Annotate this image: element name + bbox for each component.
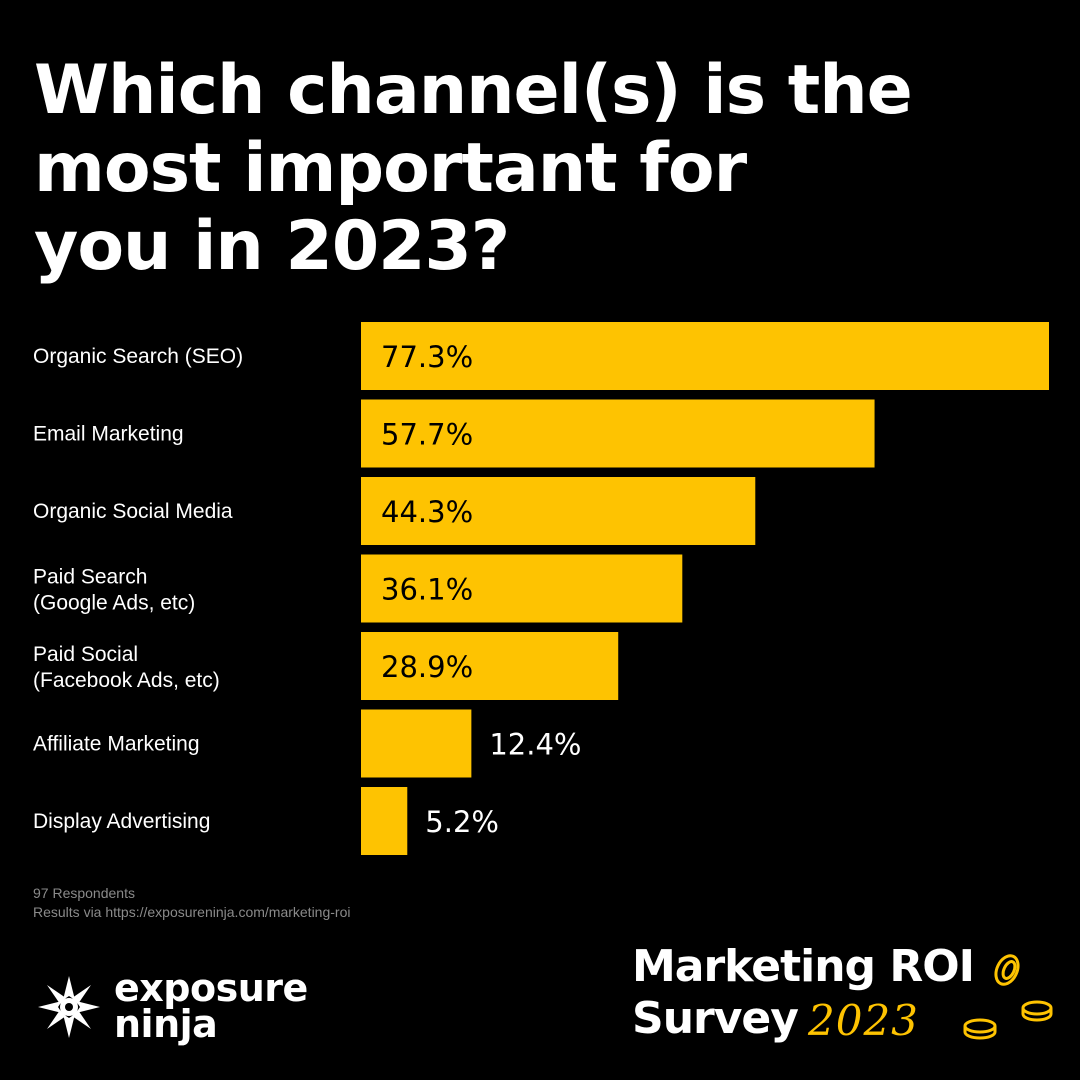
source-note: Results via https://exposureninja.com/ma… <box>33 904 351 920</box>
chart-title: Which channel(s) is the most important f… <box>34 52 934 286</box>
bar-3 <box>361 554 683 623</box>
respondents-count: 97 Respondents <box>33 885 135 901</box>
bar-chart: Organic Search (SEO) 77.3% Email Marketing… <box>33 322 1049 855</box>
bar-1 <box>361 399 875 468</box>
bar-6 <box>361 787 408 855</box>
value-label-4: 28.9% <box>381 650 473 684</box>
value-label-3: 36.1% <box>381 573 473 607</box>
survey-subtitle: Survey <box>632 993 799 1044</box>
bar-4 <box>361 632 619 700</box>
footnote: 97 Respondents Results via https://expos… <box>33 884 350 922</box>
title-line-1: Which channel(s) is the <box>34 51 913 130</box>
title-line-3: you in 2023? <box>34 207 510 286</box>
brand-line-2: ninja <box>114 1002 218 1046</box>
category-label-3: Paid Search (Google Ads, etc) <box>33 566 195 615</box>
survey-title: Marketing ROI <box>632 941 975 992</box>
category-label-0: Organic Search (SEO) <box>33 345 243 368</box>
survey-year: 2023 <box>808 996 919 1045</box>
value-label-5: 12.4% <box>489 728 581 762</box>
category-label-5: Affiliate Marketing <box>33 733 200 756</box>
survey-badge: Marketing ROI Survey 2023 <box>632 940 1072 1060</box>
category-label-6: Display Advertising <box>33 810 210 833</box>
bar-0 <box>361 322 1049 390</box>
category-label-2: Organic Social Media <box>33 500 233 523</box>
category-label-4: Paid Social (Facebook Ads, etc) <box>33 643 220 692</box>
value-label-6: 5.2% <box>425 805 499 839</box>
brand-line-1: exposure <box>114 966 308 1010</box>
category-label-1: Email Marketing <box>33 423 184 446</box>
bar-5 <box>361 709 472 778</box>
brand-logo: exposure ninja <box>36 966 356 1050</box>
title-line-2: most important for <box>34 129 747 208</box>
ninja-star-icon <box>38 976 100 1038</box>
value-label-1: 57.7% <box>381 418 473 452</box>
value-label-0: 77.3% <box>381 340 473 374</box>
coins-icon <box>963 954 1053 1040</box>
bar-2 <box>361 477 756 545</box>
brand-name: exposure ninja <box>114 966 308 1046</box>
value-label-2: 44.3% <box>381 495 473 529</box>
